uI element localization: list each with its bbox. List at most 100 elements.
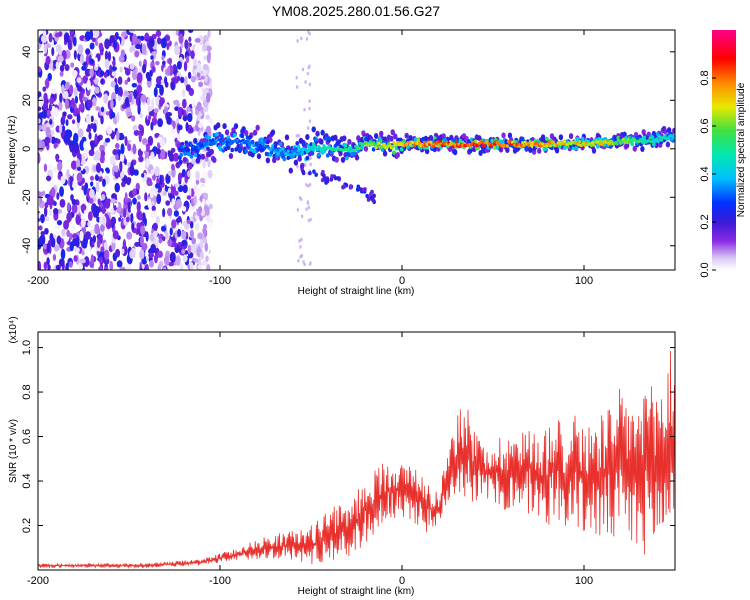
spectrogram-cell [95, 106, 101, 111]
spectrogram-cell [136, 201, 141, 213]
spectrogram-cell [261, 142, 265, 146]
spectrogram-cell [84, 250, 89, 257]
spectrogram-cell [563, 139, 567, 144]
spectrogram-cell [206, 92, 211, 103]
spectrogram-cell [142, 63, 147, 74]
spectrogram-cell [98, 175, 103, 182]
spectrogram-cell [71, 97, 75, 109]
spectrogram-cell [327, 136, 331, 141]
spectrogram-cell [205, 45, 212, 52]
spectrogram-cell [106, 126, 113, 135]
spectrogram-cell [82, 75, 89, 84]
spectrogram-cell [114, 31, 119, 39]
spectrogram-cell [606, 139, 610, 143]
spectrogram-cell [186, 170, 191, 178]
spectrogram-cell [117, 76, 123, 85]
spectrogram-cell [311, 126, 316, 133]
spectrogram-cell [118, 189, 123, 202]
spectrogram-cell [306, 71, 309, 76]
spectrogram-cell [42, 102, 49, 111]
spectrogram-cell [114, 165, 119, 173]
spectrogram-cell [167, 187, 172, 194]
spectrogram-cell [454, 140, 459, 144]
spectrogram-cell [67, 137, 71, 146]
spectrogram-cell [38, 186, 45, 192]
spectrogram-cell [146, 76, 152, 82]
spectrogram-cell [153, 253, 158, 264]
spectrogram-cell [187, 151, 191, 157]
spectrogram-cell [357, 146, 362, 150]
spectrogram-cell [81, 96, 88, 102]
spectrogram-cell [187, 163, 193, 170]
spectrogram-cell [184, 140, 189, 145]
spectrogram-cell [49, 97, 55, 105]
spectrogram-cell [48, 209, 53, 217]
spectrogram-cell [110, 111, 116, 119]
spectrogram-cell [84, 182, 89, 191]
spectrogram-cell [150, 243, 157, 253]
spectrogram-cell [232, 133, 237, 138]
spectrogram-cell [193, 152, 198, 158]
spectrogram-cell [73, 142, 80, 154]
spectrogram-cell [152, 230, 158, 238]
spectrogram-cell [373, 133, 379, 140]
spectrogram-cell [55, 44, 62, 53]
spectrogram-cell [125, 216, 130, 223]
spectrogram-y-label: Frequency (Hz) [7, 116, 18, 185]
spectrogram-cell [153, 108, 159, 114]
spectrogram-cell [537, 147, 542, 154]
spectrogram-cell [155, 76, 161, 85]
spectrogram-cell [558, 134, 564, 141]
spectrogram-cell [299, 255, 302, 259]
spectrogram-y-tick-label: 40 [21, 46, 33, 58]
spectrogram-cell [187, 148, 191, 152]
spectrogram-cell [126, 231, 133, 240]
spectrogram-cell [87, 221, 91, 227]
spectrogram-cell [173, 242, 178, 249]
spectrogram-cell [43, 163, 48, 173]
spectrogram-cell [98, 266, 103, 270]
spectrogram-cell [196, 71, 201, 78]
spectrogram-cell [248, 143, 252, 147]
spectrogram-cell [340, 156, 346, 163]
spectrogram-cell [83, 256, 90, 268]
spectrogram-cell [272, 154, 277, 159]
spectrogram-cell [452, 138, 456, 143]
spectrogram-cell [412, 143, 416, 147]
spectrogram-cell [114, 182, 120, 193]
spectrogram-cell [524, 146, 529, 151]
spectrogram-cell [185, 55, 190, 64]
spectrogram-cell [574, 145, 578, 151]
spectrogram-cell [175, 198, 182, 209]
spectrogram-cell [77, 44, 84, 55]
spectrogram-cell [303, 107, 306, 112]
spectrogram-cell [203, 143, 208, 147]
spectrogram-cell [175, 255, 181, 266]
spectrogram-cell [640, 140, 645, 144]
spectrogram-cell [150, 121, 154, 131]
spectrogram-cell [244, 149, 249, 154]
spectrogram-cell [577, 143, 581, 147]
spectrogram-cell [192, 64, 197, 70]
spectrogram-cell [519, 144, 523, 148]
spectrogram-cell [417, 141, 422, 145]
spectrogram-cell [59, 198, 66, 208]
spectrogram-cell [404, 132, 409, 139]
spectrogram-cell [88, 197, 94, 204]
spectrogram-cell [90, 181, 94, 187]
spectrogram-cell [103, 266, 109, 270]
spectrogram-cell [124, 192, 128, 204]
spectrogram-cell [300, 214, 304, 219]
spectrogram-cell [265, 157, 271, 164]
spectrogram-cell [188, 36, 192, 42]
spectrogram-cell [305, 37, 309, 41]
spectrogram-cell [150, 151, 155, 160]
spectrogram-cell [144, 192, 148, 202]
spectrogram-cell [66, 169, 70, 178]
spectrogram-cell [658, 135, 662, 139]
spectrogram-cell [528, 147, 533, 154]
spectrogram-cell [151, 66, 156, 73]
spectrogram-cell [290, 149, 294, 153]
spectrogram-cell [64, 98, 69, 110]
spectrogram-cell [200, 153, 206, 160]
